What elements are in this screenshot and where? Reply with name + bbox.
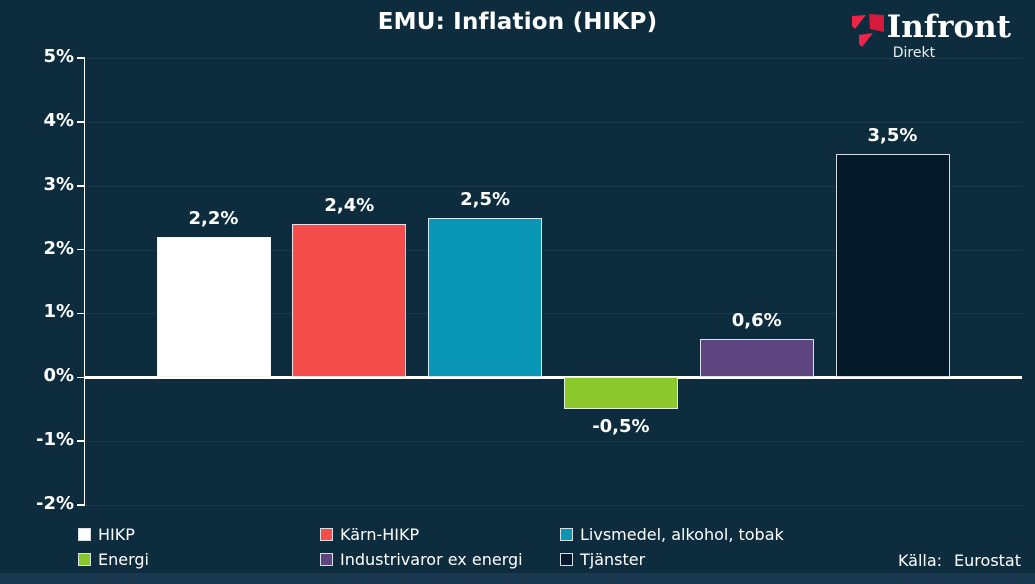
chart-title: EMU: Inflation (HIKP)	[377, 9, 658, 35]
y-axis-tick	[77, 504, 85, 506]
y-axis-tick	[77, 312, 85, 315]
y-tick-label: 3%	[43, 173, 74, 195]
logo-subtitle: Direkt	[892, 45, 936, 61]
y-tick-label: 4%	[43, 109, 74, 131]
source-value: Eurostat	[954, 551, 1021, 570]
bar-value-label: 2,4%	[324, 195, 375, 216]
bar-value-label: -0,5%	[592, 416, 650, 438]
legend-item-Energi: Energi	[78, 550, 149, 569]
source-label: Källa:	[897, 551, 943, 570]
y-tick-label: 5%	[43, 46, 74, 67]
legend-swatch	[78, 553, 91, 566]
bar-value-label: 2,2%	[188, 207, 239, 229]
y-axis-tick	[77, 376, 85, 379]
y-axis-tick	[77, 248, 85, 251]
y-axis-tick	[77, 121, 85, 123]
bar-HIKP	[156, 236, 271, 378]
legend-label: Tjänster	[580, 550, 646, 569]
y-axis-tick	[77, 185, 85, 187]
y-tick-label: -2%	[35, 493, 74, 514]
bar-value-label: 2,5%	[460, 188, 511, 210]
legend-label: Energi	[98, 550, 149, 569]
y-tick-label: -1%	[35, 429, 74, 451]
zero-line	[85, 376, 1022, 379]
source-note: Källa: Eurostat	[898, 551, 1021, 570]
gridline	[85, 441, 1022, 443]
bar-Energi	[563, 377, 678, 410]
gridline	[85, 505, 1022, 506]
logo-name: Infront	[886, 9, 1011, 45]
y-tick-label: 0%	[43, 365, 74, 387]
bar-Industrivaror ex energi	[699, 339, 814, 378]
legend-item-HIKP: HIKP	[78, 525, 135, 544]
gridline	[85, 58, 1022, 59]
y-axis-tick	[77, 57, 85, 59]
gridline	[85, 185, 1022, 187]
legend-label: HIKP	[98, 525, 135, 544]
y-axis-tick	[77, 440, 85, 442]
legend-label: Kärn-HIKP	[340, 525, 420, 544]
legend-swatch	[320, 528, 333, 541]
infront-direkt-logo: Infront Direkt	[851, 9, 1011, 61]
legend-swatch	[560, 553, 573, 566]
y-axis-line	[83, 57, 85, 506]
gridline	[85, 313, 1022, 315]
legend-item-Tjänster: Tjänster	[560, 550, 645, 569]
bar-Livsmedel, alkohol, tobak	[428, 217, 543, 378]
legend-swatch	[320, 553, 333, 566]
gridline	[85, 249, 1022, 251]
legend-item-Industrivaror ex energi: Industrivaror ex energi	[320, 550, 523, 569]
bar-Kärn-HIKP	[292, 224, 407, 378]
bar-value-label: 3,5%	[867, 124, 918, 146]
y-tick-label: 1%	[43, 301, 74, 323]
bottom-strip	[0, 573, 1035, 584]
legend-item-Livsmedel, alkohol, tobak: Livsmedel, alkohol, tobak	[560, 525, 784, 544]
legend-label: Industrivaror ex energi	[340, 550, 523, 569]
gridline	[85, 121, 1022, 123]
bar-value-label: 0,6%	[731, 310, 782, 331]
y-tick-label: 2%	[43, 237, 74, 259]
legend-label: Livsmedel, alkohol, tobak	[580, 525, 784, 544]
legend-item-Kärn-HIKP: Kärn-HIKP	[320, 525, 419, 544]
bar-Tjänster	[835, 153, 950, 378]
legend-swatch	[560, 528, 573, 541]
legend-swatch	[78, 528, 91, 541]
infront-logo-icon	[851, 14, 884, 56]
